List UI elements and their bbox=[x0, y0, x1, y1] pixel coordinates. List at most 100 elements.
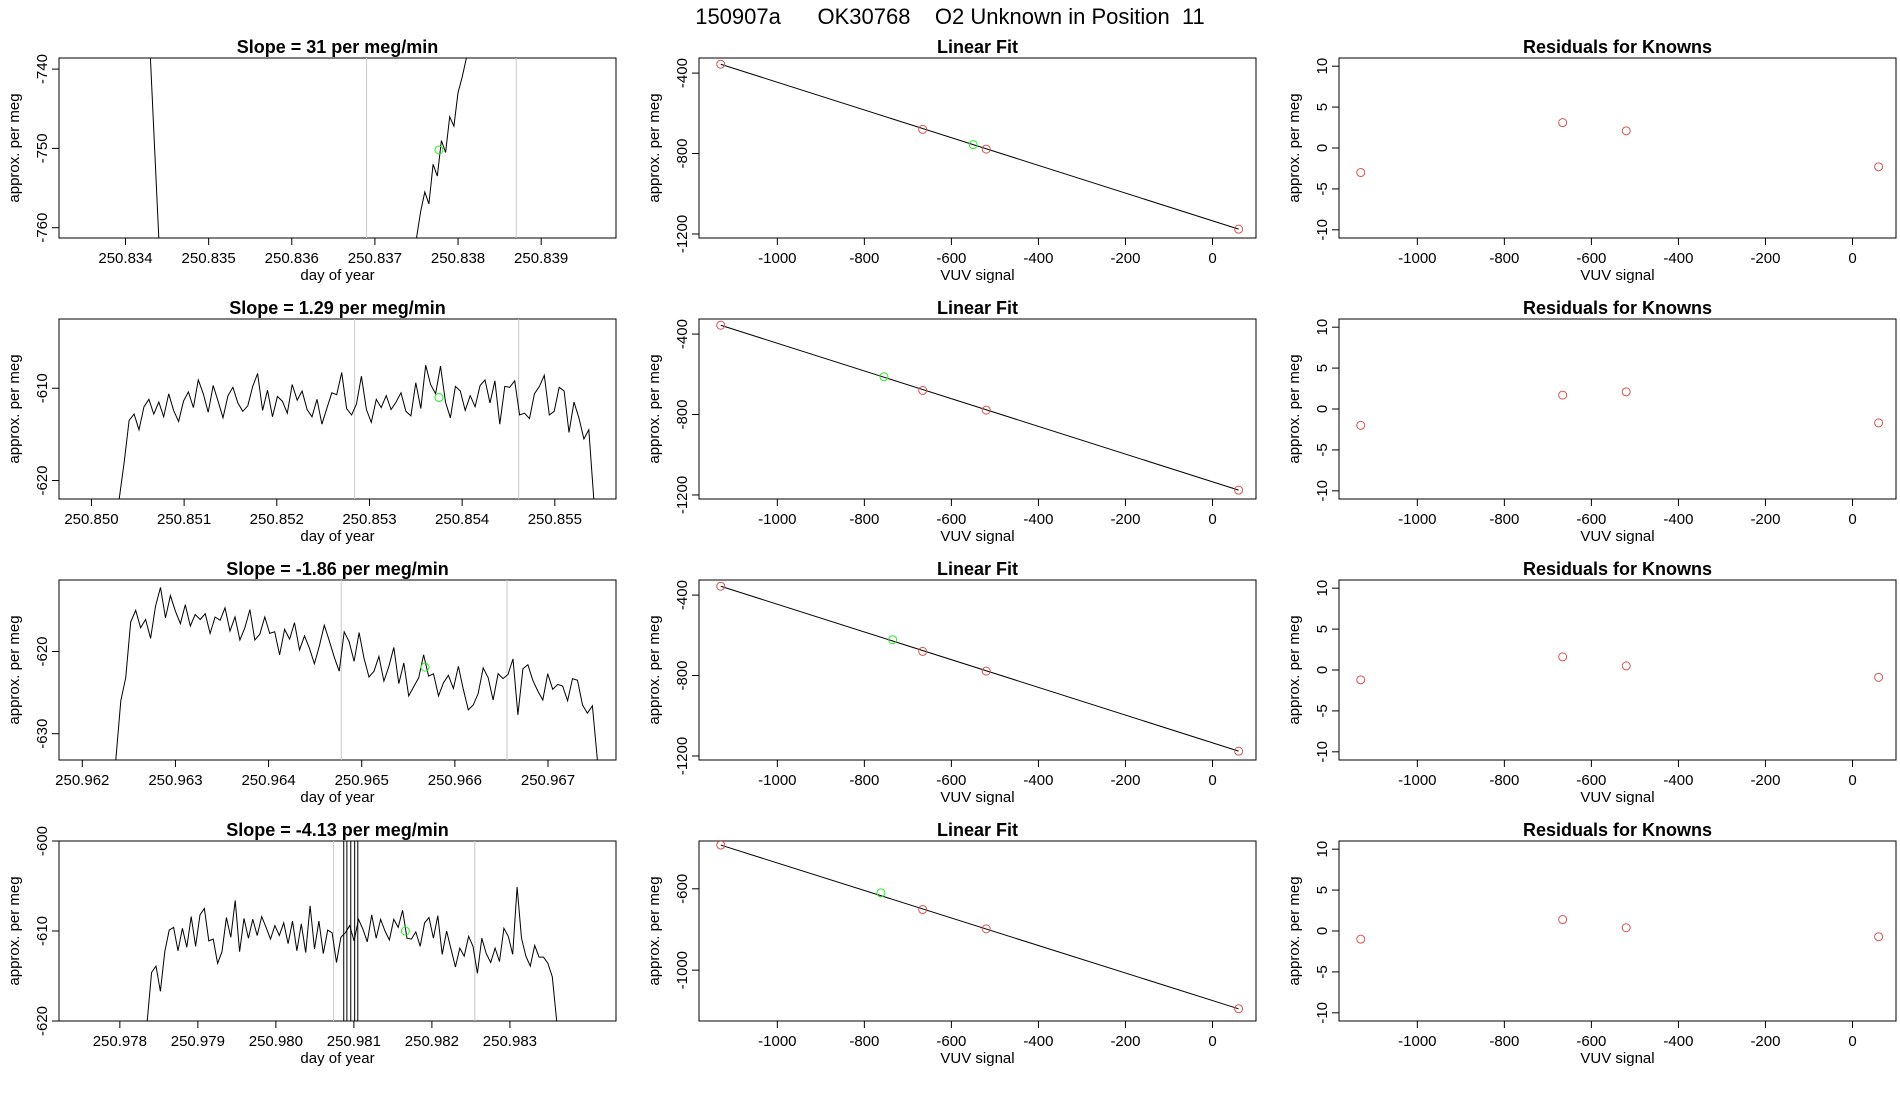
x-tick-label: 250.853 bbox=[342, 511, 396, 528]
chart-panel-10: Slope = -4.13 per meg/min 250.978 250.979 2… bbox=[6, 820, 617, 1067]
x-tick-label: 250.854 bbox=[435, 511, 489, 528]
residual-point bbox=[1356, 675, 1366, 685]
known-point bbox=[981, 924, 991, 934]
residual-point bbox=[1874, 418, 1884, 428]
known-point bbox=[1234, 224, 1244, 234]
y-tick-label: 10 bbox=[1314, 319, 1331, 336]
x-tick-label: 250.835 bbox=[182, 250, 236, 267]
x-tick-label: -1000 bbox=[758, 772, 796, 789]
y-tick-label: -620 bbox=[34, 1006, 51, 1036]
x-tick-label: -800 bbox=[1489, 511, 1519, 528]
known-point bbox=[981, 666, 991, 676]
x-tick-label: -800 bbox=[1489, 772, 1519, 789]
y-axis-label: approx. per meg bbox=[1286, 93, 1303, 202]
unknown-point-marker bbox=[434, 392, 444, 402]
y-axis-label: approx. per meg bbox=[1286, 354, 1303, 463]
x-tick-label: -800 bbox=[849, 250, 879, 267]
y-tick-label: -800 bbox=[674, 400, 691, 430]
x-tick-label: -800 bbox=[849, 1033, 879, 1050]
y-tick-label: -740 bbox=[34, 54, 51, 84]
x-axis-label: VUV signal bbox=[1580, 528, 1654, 545]
residual-point bbox=[1874, 162, 1884, 172]
x-tick-label: -400 bbox=[1663, 250, 1693, 267]
plot-area bbox=[1356, 915, 1884, 944]
chart-panel-8: Linear Fit -1000 -800 -600 -400 -200 0 -400 -800… bbox=[646, 559, 1257, 806]
data-trace-trace bbox=[115, 587, 598, 760]
x-tick-label: -400 bbox=[1023, 511, 1053, 528]
x-tick-label: -800 bbox=[1489, 1033, 1519, 1050]
y-tick-label: 0 bbox=[1314, 144, 1331, 152]
plot-area bbox=[118, 319, 595, 499]
chart-title: Linear Fit bbox=[937, 820, 1018, 840]
known-point bbox=[918, 124, 928, 134]
x-tick-label: 0 bbox=[1208, 511, 1216, 528]
y-axis-label: approx. per meg bbox=[6, 354, 23, 463]
fit-line bbox=[720, 63, 1239, 230]
plot-area bbox=[115, 580, 598, 760]
unknown-point-marker bbox=[420, 662, 430, 672]
x-tick-label: 250.981 bbox=[327, 1033, 381, 1050]
x-axis-label: day of year bbox=[300, 267, 374, 284]
x-tick-label: -600 bbox=[1576, 772, 1606, 789]
known-point bbox=[1234, 485, 1244, 495]
y-tick-label: -10 bbox=[1314, 480, 1331, 502]
x-tick-label: -400 bbox=[1663, 1033, 1693, 1050]
x-tick-label: 0 bbox=[1208, 250, 1216, 267]
residual-point bbox=[1356, 420, 1366, 430]
x-tick-label: 250.851 bbox=[157, 511, 211, 528]
plot-area bbox=[716, 59, 1244, 234]
unknown-point bbox=[879, 372, 889, 382]
page-title: 150907a OK30768 O2 Unknown in Position 1… bbox=[695, 4, 1205, 29]
y-tick-label: -750 bbox=[34, 133, 51, 163]
x-tick-label: 0 bbox=[1208, 1033, 1216, 1050]
x-axis-label: VUV signal bbox=[940, 267, 1014, 284]
x-tick-label: -200 bbox=[1110, 772, 1140, 789]
plot-frame bbox=[58, 318, 617, 500]
x-tick-label: -1000 bbox=[1398, 772, 1436, 789]
unknown-point bbox=[968, 140, 978, 150]
known-point bbox=[716, 841, 726, 850]
data-trace-left-trace bbox=[149, 58, 160, 238]
x-axis-label: VUV signal bbox=[940, 528, 1014, 545]
x-tick-label: -400 bbox=[1023, 772, 1053, 789]
plot-frame bbox=[698, 579, 1257, 761]
x-tick-label: -600 bbox=[936, 250, 966, 267]
chart-panel-11: Linear Fit -1000 -800 -600 -400 -200 0 -600 -100… bbox=[646, 820, 1257, 1067]
x-axis-label: VUV signal bbox=[1580, 789, 1654, 806]
fit-line bbox=[720, 585, 1239, 752]
x-tick-label: -800 bbox=[849, 772, 879, 789]
chart-title: Residuals for Knowns bbox=[1523, 298, 1712, 318]
chart-title: Linear Fit bbox=[937, 559, 1018, 579]
chart-title: Residuals for Knowns bbox=[1523, 37, 1712, 57]
plot-frame bbox=[698, 840, 1257, 1022]
x-axis-label: VUV signal bbox=[940, 1050, 1014, 1067]
plot-area bbox=[149, 58, 517, 238]
x-tick-label: -1000 bbox=[758, 1033, 796, 1050]
y-tick-label: 5 bbox=[1314, 103, 1331, 111]
residual-point bbox=[1356, 168, 1366, 178]
unknown-point-marker bbox=[434, 145, 444, 155]
x-tick-label: 250.966 bbox=[428, 772, 482, 789]
known-point bbox=[918, 646, 928, 656]
x-tick-label: 250.982 bbox=[405, 1033, 459, 1050]
x-tick-label: 250.962 bbox=[55, 772, 109, 789]
y-tick-label: -5 bbox=[1314, 704, 1331, 717]
y-tick-label: 0 bbox=[1314, 927, 1331, 935]
known-point bbox=[981, 144, 991, 154]
x-tick-label: -1000 bbox=[1398, 1033, 1436, 1050]
plot-frame bbox=[1338, 840, 1897, 1022]
residual-point bbox=[1621, 661, 1631, 671]
residual-point bbox=[1621, 126, 1631, 136]
x-tick-label: -400 bbox=[1023, 1033, 1053, 1050]
chart-title: Slope = -1.86 per meg/min bbox=[226, 559, 449, 579]
residual-point bbox=[1356, 934, 1366, 944]
x-tick-label: -600 bbox=[936, 772, 966, 789]
y-tick-label: 5 bbox=[1314, 886, 1331, 894]
known-point bbox=[716, 320, 726, 330]
x-tick-label: -1000 bbox=[1398, 511, 1436, 528]
x-tick-label: 250.834 bbox=[98, 250, 152, 267]
y-tick-label: -5 bbox=[1314, 965, 1331, 978]
plot-area bbox=[716, 841, 1244, 1014]
chart-title: Linear Fit bbox=[937, 37, 1018, 57]
